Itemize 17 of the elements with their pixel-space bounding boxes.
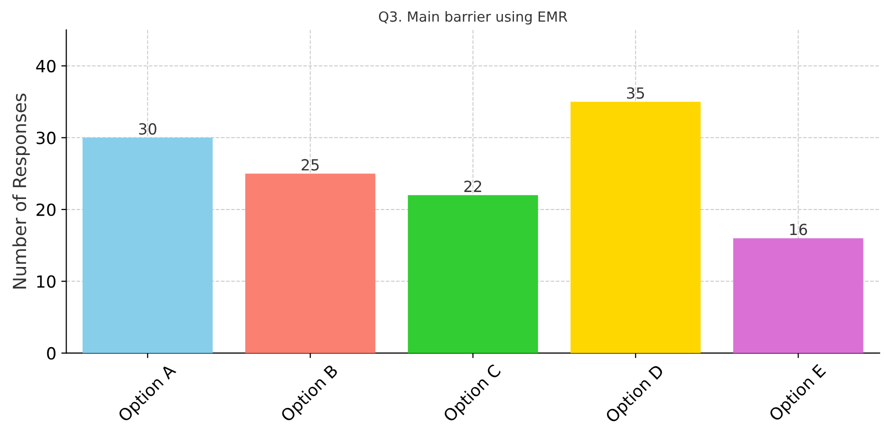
y-tick-label: 0 [47, 347, 56, 360]
y-tick-label: 20 [36, 203, 56, 216]
chart-title: Q3. Main barrier using EMR [378, 11, 568, 25]
data-label: 35 [627, 87, 644, 99]
y-tick-label: 40 [36, 60, 56, 72]
bar [570, 102, 701, 354]
y-tick-label: 30 [36, 132, 56, 144]
bar [245, 174, 376, 354]
data-label: 22 [464, 180, 482, 192]
bar [733, 238, 864, 354]
y-tick-label: 10 [37, 275, 56, 288]
y-axis-title: Number of Responses [12, 94, 30, 289]
bar [408, 195, 538, 354]
bar [82, 138, 213, 354]
data-label: 25 [302, 159, 319, 171]
data-label: 30 [139, 123, 156, 135]
data-label: 16 [790, 224, 808, 236]
